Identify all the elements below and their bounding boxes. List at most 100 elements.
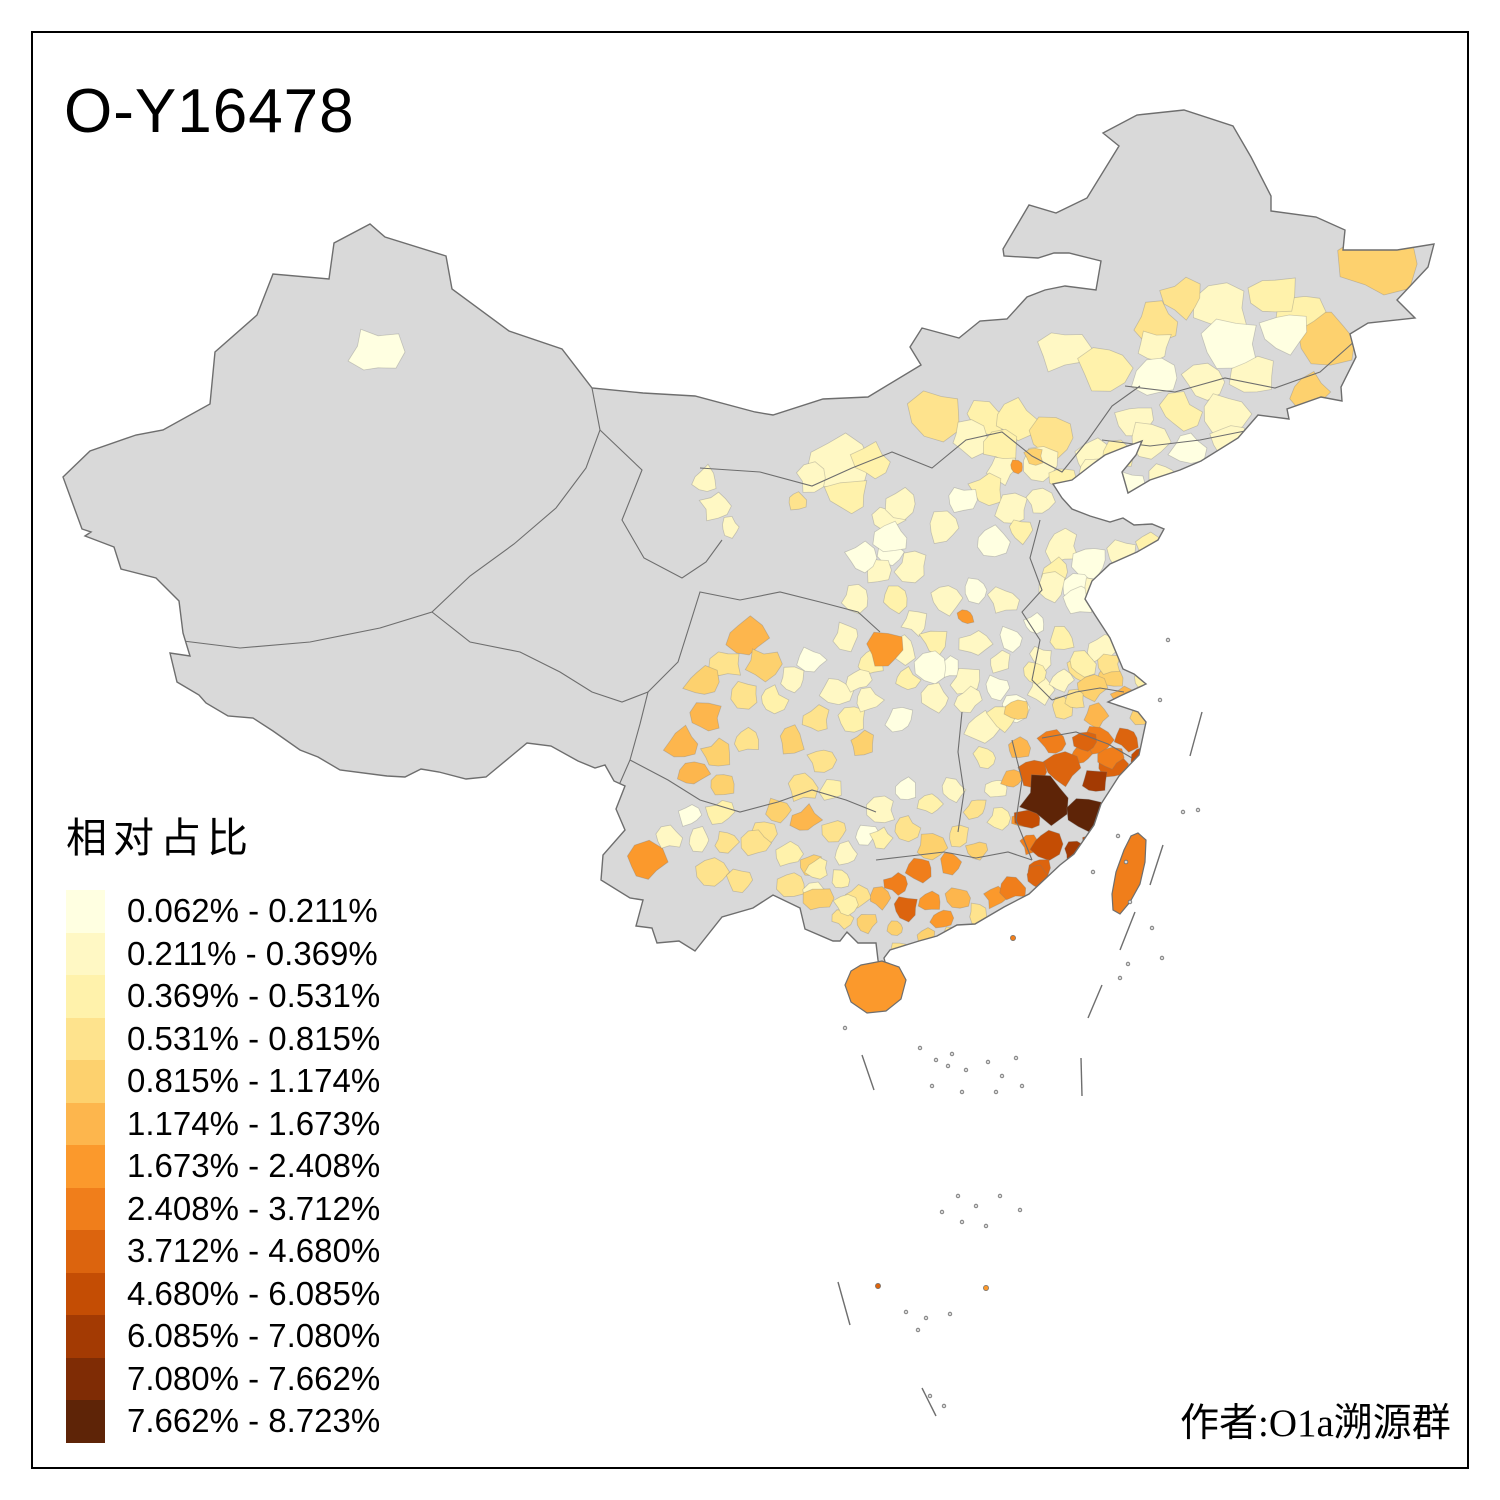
prefecture-region	[832, 621, 859, 653]
prefecture-region	[1042, 751, 1082, 788]
legend-label: 2.408% - 3.712%	[127, 1189, 381, 1227]
legend-swatch	[66, 1060, 105, 1103]
legend-item: 0.369% - 0.531%	[66, 975, 380, 1018]
prefecture-region	[796, 646, 828, 673]
province-border	[1021, 519, 1053, 701]
prefecture-region	[698, 491, 732, 522]
prefecture-region	[884, 486, 916, 521]
islet	[927, 1393, 933, 1399]
prefecture-region	[710, 774, 735, 796]
prefecture-region	[1018, 774, 1069, 827]
prefecture-region	[802, 888, 835, 911]
prefecture-region	[788, 491, 808, 511]
legend-item: 3.712% - 4.680%	[66, 1230, 380, 1273]
prefecture-region	[850, 729, 874, 756]
prefecture-region	[831, 869, 851, 889]
prefecture-region	[872, 520, 908, 553]
prefecture-region	[1025, 487, 1056, 514]
islet	[1157, 697, 1163, 703]
province-border	[629, 759, 877, 813]
prefecture-region	[944, 887, 971, 909]
prefecture-region	[626, 839, 669, 880]
prefecture-region	[1131, 421, 1172, 460]
legend-item: 2.408% - 3.712%	[66, 1187, 381, 1230]
legend-label: 1.673% - 2.408%	[127, 1147, 381, 1185]
prefecture-region	[948, 487, 978, 513]
islet	[1010, 935, 1016, 941]
islet	[923, 1315, 929, 1321]
prefecture-region	[776, 872, 806, 898]
islet	[1159, 955, 1165, 961]
sea-boundary-dash	[861, 1054, 875, 1091]
province-border	[1011, 739, 1033, 861]
prefecture-region	[1044, 527, 1080, 564]
legend-swatch	[66, 1272, 105, 1315]
legend-item: 0.062% - 0.211%	[66, 890, 380, 933]
prefecture-region	[840, 583, 869, 615]
prefecture-region	[865, 795, 896, 824]
prefecture-region	[760, 684, 790, 715]
prefecture-region	[956, 609, 975, 625]
prefecture-region	[1026, 676, 1056, 706]
legend-item: 1.673% - 2.408%	[66, 1145, 380, 1188]
prefecture-region	[906, 390, 960, 443]
islet	[959, 1089, 965, 1095]
prefecture-region	[1083, 702, 1110, 730]
sea-boundary-dash	[921, 1387, 937, 1417]
prefecture-region	[986, 806, 1012, 831]
prefecture-region	[708, 651, 742, 677]
province-border	[1051, 687, 1125, 701]
islet	[1149, 925, 1155, 931]
islet	[903, 1309, 909, 1315]
prefecture-region	[916, 793, 944, 815]
prefecture-region	[962, 799, 987, 820]
prefecture-region	[744, 648, 783, 683]
legend-title: 相对占比	[66, 815, 254, 861]
legend-item: 7.662% - 8.723%	[66, 1400, 380, 1443]
prefecture-region	[818, 678, 855, 706]
author-credit: 作者:O1a溯源群	[1180, 1402, 1451, 1445]
legend-swatch	[66, 1315, 105, 1358]
prefecture-region	[929, 510, 960, 544]
province-border	[875, 851, 1033, 861]
legend-swatch	[66, 1357, 105, 1400]
prefecture-region	[930, 585, 964, 617]
prefecture-region	[913, 650, 947, 685]
province-border	[599, 429, 723, 579]
prefecture-region	[1003, 699, 1029, 720]
prefecture-region	[1076, 674, 1109, 703]
prefecture-region	[662, 724, 699, 758]
prefecture-region	[918, 630, 948, 657]
prefecture-region	[967, 472, 1002, 507]
islet	[933, 1057, 939, 1063]
sea-boundary-dash	[1119, 911, 1136, 951]
prefecture-region	[1022, 612, 1045, 635]
prefecture-region	[1081, 770, 1108, 792]
legend-swatch	[66, 975, 105, 1018]
prefecture-region	[964, 841, 989, 861]
legend-swatch	[66, 1230, 105, 1273]
prefecture-region	[1097, 653, 1122, 675]
prefecture-region	[1113, 727, 1139, 753]
prefecture-region	[941, 777, 967, 804]
prefecture-region	[1000, 769, 1023, 788]
prefecture-region	[845, 669, 873, 693]
prefecture-region	[1049, 625, 1075, 650]
islet	[985, 1059, 991, 1065]
legend-swatch	[66, 932, 105, 975]
legend-label: 1.174% - 1.673%	[127, 1104, 381, 1142]
prefecture-region	[655, 824, 684, 849]
province-border	[1041, 731, 1133, 759]
islet	[1123, 859, 1129, 865]
prefecture-region	[804, 857, 828, 880]
islet	[959, 1219, 965, 1225]
prefecture-region	[704, 799, 736, 825]
prefecture-region	[883, 872, 908, 896]
province-border	[699, 385, 1141, 487]
prefecture-region	[1158, 391, 1203, 432]
islet	[939, 1209, 945, 1215]
legend-label: 7.080% - 7.662%	[127, 1359, 381, 1397]
legend-label: 7.662% - 8.723%	[127, 1402, 381, 1440]
prefecture-region	[1023, 661, 1047, 686]
prefecture-region	[1010, 459, 1023, 475]
